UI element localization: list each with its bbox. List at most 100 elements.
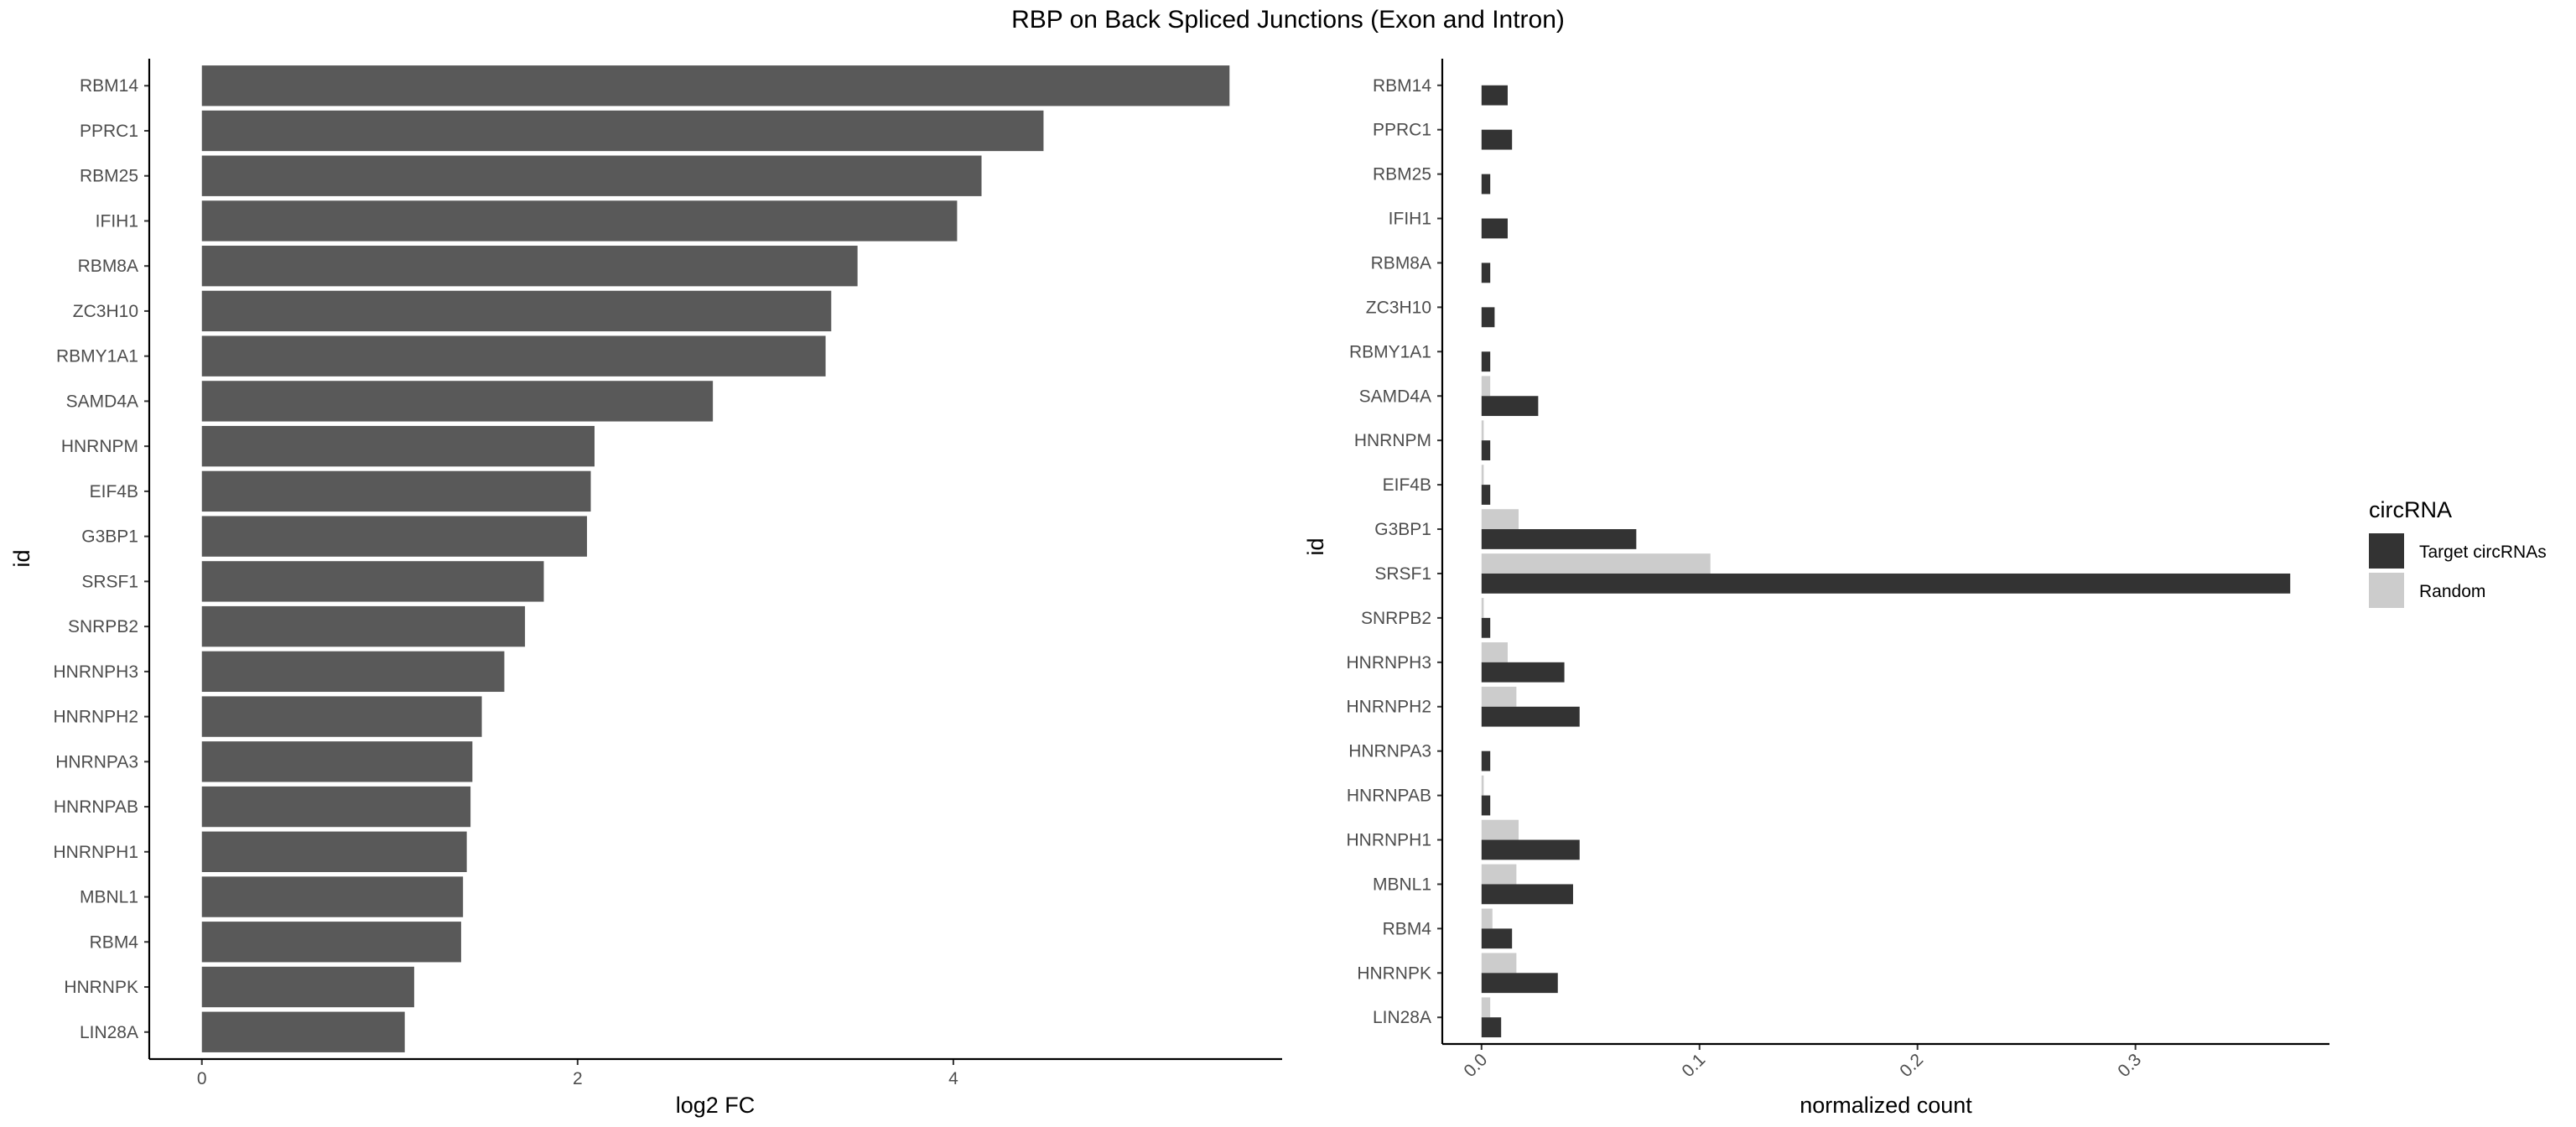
legend-key-target xyxy=(2369,533,2404,569)
y-tick-label: HNRNPH1 xyxy=(1346,831,1431,850)
bar-hnrnph2 xyxy=(201,696,482,737)
y-tick-label: IFIH1 xyxy=(1389,210,1431,229)
y-tick-label: MBNL1 xyxy=(80,888,138,907)
left-bars xyxy=(201,65,1230,1052)
bar-rbmy1a1 xyxy=(201,335,826,377)
y-tick-label: RBM4 xyxy=(1383,919,1432,938)
y-tick-label: HNRNPAB xyxy=(54,797,138,817)
bar-target-hnrnph2 xyxy=(1481,706,1580,727)
x-tick-label: 0.3 xyxy=(2114,1050,2145,1081)
bar-random-mbnl1 xyxy=(1481,864,1517,885)
bar-snrpb2 xyxy=(201,605,526,647)
bar-target-rbm4 xyxy=(1481,928,1513,949)
y-tick-label: HNRNPM xyxy=(61,437,138,456)
left-x-ticks: 0 2 4 xyxy=(197,1059,958,1088)
bar-target-g3bp1 xyxy=(1481,529,1637,549)
y-tick-label: RBM25 xyxy=(80,167,138,186)
bar-target-mbnl1 xyxy=(1481,884,1573,905)
bar-rbm4 xyxy=(201,922,461,963)
y-tick-label: HNRNPK xyxy=(1357,963,1431,983)
bar-lin28a xyxy=(201,1011,405,1052)
bar-target-pprc1 xyxy=(1481,129,1513,150)
bar-random-lin28a xyxy=(1481,997,1491,1018)
bar-hnrnpab xyxy=(201,786,471,828)
bar-target-rbm8a xyxy=(1481,262,1491,283)
bar-hnrnpm xyxy=(201,425,595,467)
bar-target-eif4b xyxy=(1481,485,1491,505)
y-tick-label: RBM8A xyxy=(78,257,138,276)
y-tick-label: SNRPB2 xyxy=(1361,609,1431,628)
x-tick-label: 4 xyxy=(948,1069,958,1088)
y-tick-label: RBM14 xyxy=(80,76,138,96)
y-tick-label: HNRNPH3 xyxy=(53,662,138,682)
y-tick-label: MBNL1 xyxy=(1373,875,1431,894)
bar-zc3h10 xyxy=(201,290,832,332)
bar-target-hnrnpm xyxy=(1481,440,1491,460)
y-tick-label: HNRNPH3 xyxy=(1346,653,1431,673)
bar-hnrnpk xyxy=(201,966,414,1008)
figure-title: RBP on Back Spliced Junctions (Exon and … xyxy=(1011,6,1565,34)
y-tick-label: RBM4 xyxy=(90,932,139,952)
y-tick-label: HNRNPK xyxy=(64,978,138,997)
y-tick-label: G3BP1 xyxy=(1374,520,1431,539)
y-tick-label: SRSF1 xyxy=(81,572,138,591)
bar-target-snrpb2 xyxy=(1481,617,1491,638)
y-tick-label: EIF4B xyxy=(90,482,138,501)
bar-hnrnph3 xyxy=(201,651,505,693)
bar-mbnl1 xyxy=(201,876,464,917)
bar-random-hnrnpm xyxy=(1481,420,1484,441)
y-tick-label: LIN28A xyxy=(80,1023,138,1042)
bar-eif4b xyxy=(201,470,591,512)
bar-rbm8a xyxy=(201,246,858,287)
bar-ifih1 xyxy=(201,200,958,242)
y-tick-label: G3BP1 xyxy=(81,527,138,547)
bar-random-snrpb2 xyxy=(1481,598,1484,618)
bar-target-hnrnpab xyxy=(1481,795,1491,816)
y-tick-label: PPRC1 xyxy=(1373,121,1431,140)
bar-random-rbm4 xyxy=(1481,908,1493,929)
bar-random-samd4a xyxy=(1481,376,1491,397)
y-tick-label: HNRNPM xyxy=(1354,431,1431,450)
bar-rbm25 xyxy=(201,155,982,196)
y-tick-label: ZC3H10 xyxy=(1366,298,1431,317)
bar-random-hnrnpab xyxy=(1481,775,1484,796)
y-tick-label: HNRNPH2 xyxy=(53,708,138,727)
x-tick-label: 0.2 xyxy=(1896,1050,1927,1081)
legend: circRNA Target circRNAs Random xyxy=(2369,497,2547,608)
left-y-axis-label: id xyxy=(9,549,34,567)
y-tick-label: HNRNPH2 xyxy=(1346,698,1431,717)
x-tick-label: 0.0 xyxy=(1460,1050,1491,1081)
right-y-axis-label: id xyxy=(1303,538,1328,555)
bar-random-g3bp1 xyxy=(1481,509,1519,530)
left-y-tick-labels: RBM14 PPRC1 RBM25 IFIH1 RBM8A ZC3H10 RBMY1A1 SA… xyxy=(53,76,149,1042)
bar-random-hnrnph1 xyxy=(1481,819,1519,840)
bar-target-hnrnpk xyxy=(1481,973,1558,994)
y-tick-label: HNRNPAB xyxy=(1347,787,1431,806)
bar-rbm14 xyxy=(201,65,1230,106)
bar-target-hnrnph3 xyxy=(1481,662,1565,683)
y-tick-label: PPRC1 xyxy=(80,122,138,141)
x-tick-label: 0 xyxy=(197,1069,207,1088)
bar-target-rbmy1a1 xyxy=(1481,351,1491,372)
right-panel: RBM14 PPRC1 RBM25 IFIH1 RBM8A ZC3H10 RBMY1A1 SA… xyxy=(1303,59,2329,1118)
right-y-tick-labels: RBM14 PPRC1 RBM25 IFIH1 RBM8A ZC3H10 RBMY1A1 SA… xyxy=(1346,76,1442,1027)
x-tick-label: 2 xyxy=(573,1069,583,1088)
y-tick-label: SRSF1 xyxy=(1374,564,1431,584)
bar-samd4a xyxy=(201,381,714,422)
y-tick-label: SAMD4A xyxy=(66,392,138,411)
y-tick-label: HNRNPA3 xyxy=(1348,742,1431,761)
bar-pprc1 xyxy=(201,110,1044,152)
bar-random-hnrnpk xyxy=(1481,953,1517,974)
y-tick-label: HNRNPA3 xyxy=(55,752,138,771)
legend-title: circRNA xyxy=(2369,497,2452,522)
bar-hnrnph1 xyxy=(201,831,467,872)
bar-target-hnrnpa3 xyxy=(1481,750,1491,771)
y-tick-label: LIN28A xyxy=(1373,1008,1431,1027)
y-tick-label: RBM25 xyxy=(1373,165,1431,184)
bar-target-rbm14 xyxy=(1481,85,1508,106)
bar-random-eif4b xyxy=(1481,465,1484,486)
bar-target-lin28a xyxy=(1481,1017,1502,1038)
y-tick-label: ZC3H10 xyxy=(73,302,138,321)
y-tick-label: EIF4B xyxy=(1383,475,1431,495)
legend-label-random: Random xyxy=(2419,582,2485,601)
